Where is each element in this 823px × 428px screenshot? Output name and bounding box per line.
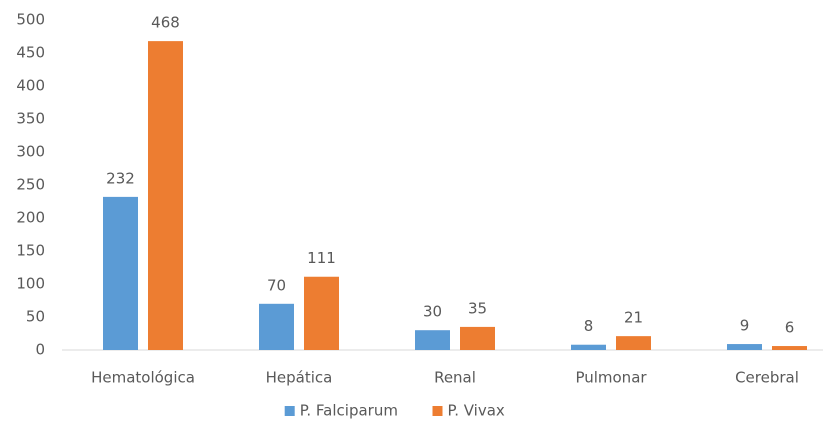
bar — [772, 346, 807, 350]
legend-swatch — [284, 406, 295, 416]
y-tick-label: 500 — [16, 11, 45, 29]
bar — [460, 326, 495, 350]
data-label: 9 — [740, 317, 750, 335]
y-tick-label: 250 — [16, 176, 45, 194]
y-tick-label: 0 — [35, 341, 45, 359]
y-tick-label: 150 — [16, 242, 45, 260]
x-tick-label: Cerebral — [735, 369, 799, 387]
y-tick-label: 50 — [26, 308, 45, 326]
legend-swatch — [432, 406, 443, 416]
x-tick-label: Pulmonar — [575, 369, 647, 387]
bar — [148, 41, 183, 351]
legend-label: P. Vivax — [448, 402, 505, 420]
x-tick-label: Renal — [434, 369, 476, 387]
data-label: 21 — [624, 309, 643, 327]
bar — [103, 196, 138, 350]
data-label: 232 — [106, 169, 135, 187]
y-tick-label: 100 — [16, 275, 45, 293]
legend-label: P. Falciparum — [300, 402, 398, 420]
data-label: 70 — [267, 276, 286, 294]
y-tick-label: 350 — [16, 110, 45, 128]
y-tick-label: 200 — [16, 209, 45, 227]
bar — [415, 330, 450, 350]
bar — [727, 344, 762, 350]
x-tick-label: Hepática — [266, 369, 333, 387]
data-label: 35 — [468, 299, 487, 317]
x-tick-label: Hematológica — [91, 369, 195, 387]
bar — [304, 276, 339, 350]
bar — [571, 344, 606, 350]
y-tick-label: 400 — [16, 77, 45, 95]
y-tick-label: 300 — [16, 143, 45, 161]
data-label: 8 — [584, 317, 594, 335]
bar — [259, 303, 294, 350]
data-label: 6 — [785, 319, 795, 337]
bar — [616, 336, 651, 350]
y-tick-label: 450 — [16, 44, 45, 62]
data-label: 30 — [423, 303, 442, 321]
data-label: 468 — [151, 14, 180, 32]
data-label: 111 — [307, 249, 336, 267]
